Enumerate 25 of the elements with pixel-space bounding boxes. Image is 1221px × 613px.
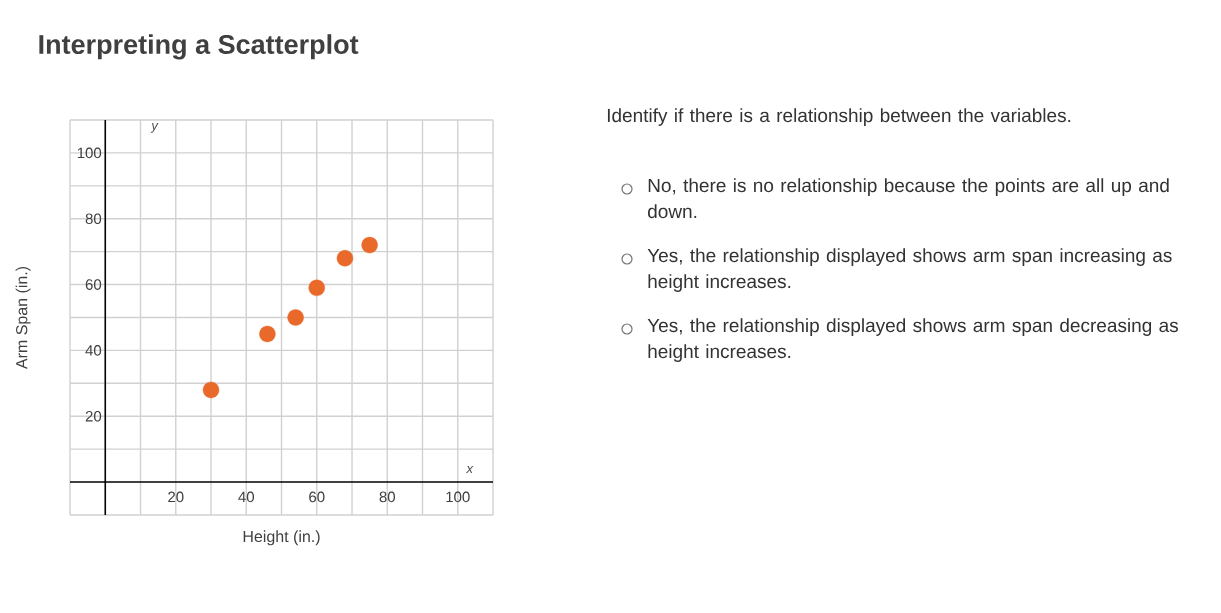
- y-tick-label: 80: [85, 213, 102, 225]
- x-tick-label: 80: [379, 491, 395, 503]
- annotation: x: [465, 466, 474, 473]
- text: Identify if there is a relationship between the variables.: [607, 108, 1071, 126]
- point: [287, 309, 304, 326]
- annotation: y: [150, 123, 159, 133]
- chart-title: Interpreting a Scatterplot: [39, 34, 359, 60]
- y-tick-label: 100: [77, 147, 102, 159]
- x-axis-title: Height (in.): [243, 530, 320, 546]
- point: [308, 279, 325, 297]
- y-axis-title: Arm Span (in.): [15, 266, 31, 370]
- text: Yes, the relationship displayed shows arm span decreasing as height increases.: [647, 318, 1178, 362]
- y-tick-label: 60: [85, 279, 102, 290]
- x-tick-label: 60: [309, 491, 325, 503]
- y-tick-label: 40: [85, 345, 102, 356]
- point: [202, 381, 220, 399]
- point: [336, 250, 354, 267]
- point: [361, 236, 378, 254]
- x-tick-label: 100: [446, 491, 470, 503]
- x-tick-label: 40: [238, 491, 255, 503]
- text: No, there is no relationship because the points are all up and down.: [648, 178, 1169, 219]
- y-tick-label: 20: [85, 410, 102, 422]
- text: Yes, the relationship displayed shows arm span increasing as height increases.: [647, 248, 1172, 292]
- point: [259, 325, 276, 343]
- x-tick-label: 20: [168, 491, 184, 503]
